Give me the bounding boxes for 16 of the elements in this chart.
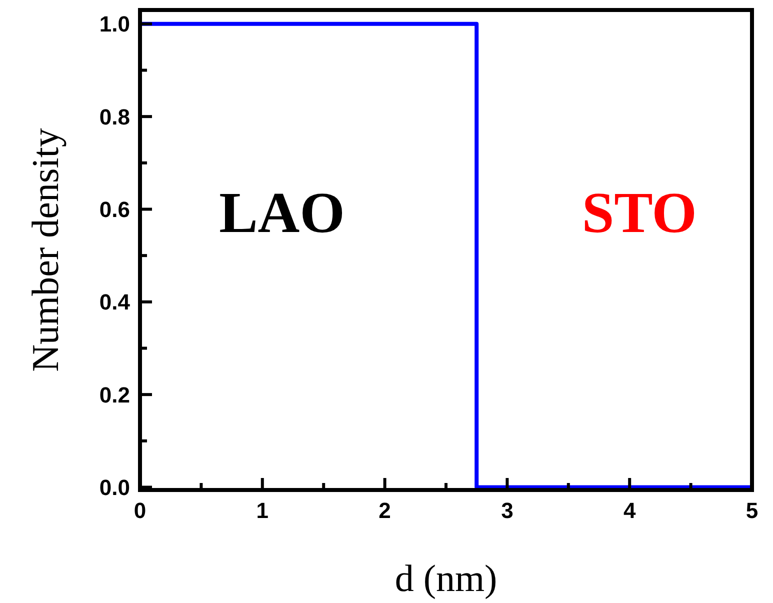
y-tick-label: 0.8 bbox=[99, 104, 130, 130]
x-tick-label: 5 bbox=[746, 498, 758, 523]
y-tick-label: 0.2 bbox=[99, 382, 130, 408]
x-tick-label: 1 bbox=[256, 498, 269, 523]
x-axis-title: d (nm) bbox=[394, 558, 498, 600]
x-tick-label: 0 bbox=[134, 498, 146, 523]
x-tick-label: 4 bbox=[623, 498, 636, 523]
y-tick-label: 0.0 bbox=[99, 474, 130, 500]
y-tick-label: 0.4 bbox=[99, 290, 131, 315]
annotation: STO bbox=[582, 180, 697, 245]
x-tick-label: 2 bbox=[378, 498, 391, 523]
y-tick-label: 0.6 bbox=[99, 196, 130, 222]
y-tick-label: 1.0 bbox=[99, 12, 130, 37]
y-axis-title: Number density bbox=[25, 128, 67, 372]
annotation: LAO bbox=[219, 180, 345, 245]
x-tick-label: 3 bbox=[501, 498, 514, 523]
